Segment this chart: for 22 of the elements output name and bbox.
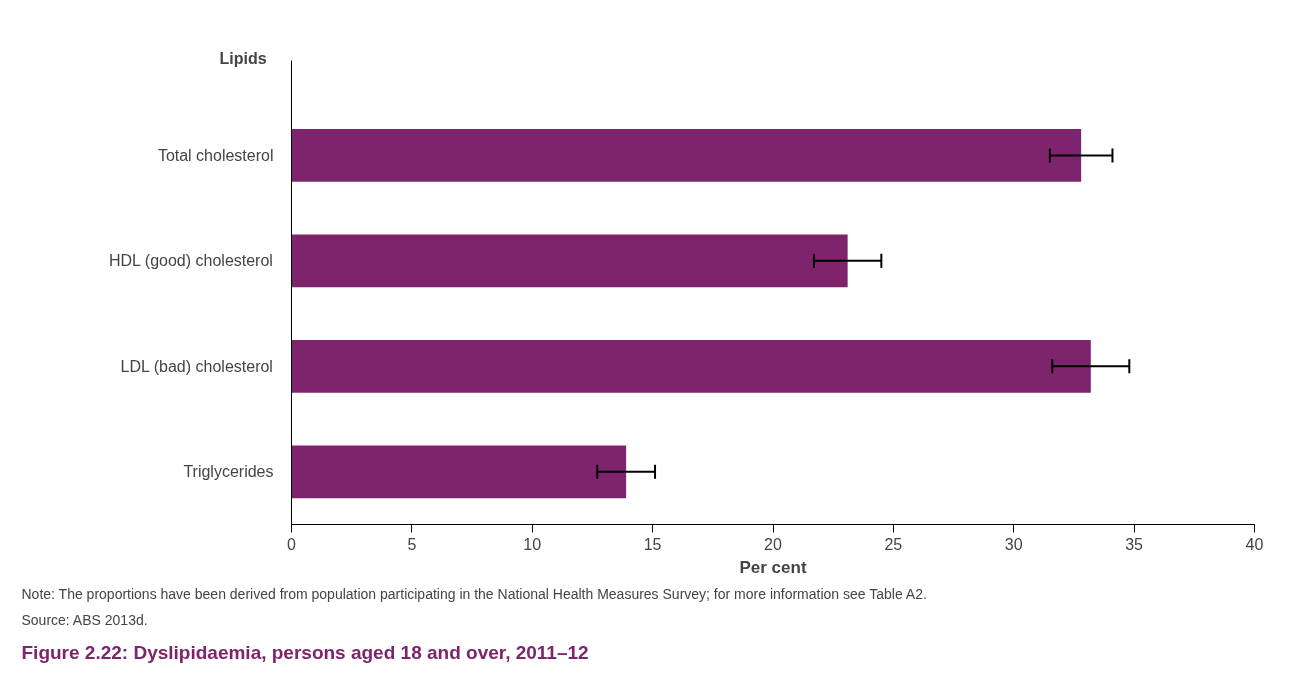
bar xyxy=(291,339,1091,393)
text: Note: The proportions have been derived from population participating in the National Health Measures Survey; for more information see Table A2. xyxy=(21,585,927,602)
x-tick-label: 20 xyxy=(764,535,782,553)
bar xyxy=(291,234,848,288)
y-tick-label: Total cholesterol xyxy=(157,146,274,164)
bar xyxy=(291,129,1082,182)
y-tick-label: HDL (good) cholesterol xyxy=(108,252,273,270)
x-tick-label: 35 xyxy=(1125,535,1144,553)
x-tick-label: 0 xyxy=(287,535,297,553)
x-axis-title: Per cent xyxy=(739,557,807,577)
x-tick-label: 40 xyxy=(1245,535,1264,553)
x-tick-label: 30 xyxy=(1004,535,1023,553)
x-tick-label: 15 xyxy=(643,535,662,553)
x-tick-label: 25 xyxy=(884,535,903,553)
x-tick-label: 10 xyxy=(523,535,542,553)
x-tick-label: 5 xyxy=(407,535,417,553)
text: Figure 2.22: Dyslipidaemia, persons aged 18 and over, 2011–12 xyxy=(21,641,589,663)
y-tick-label: LDL (bad) cholesterol xyxy=(120,357,273,375)
source-note: Source: ABS 2013d. xyxy=(21,611,148,628)
bar xyxy=(291,445,627,499)
y-axis-title: Lipids xyxy=(219,49,267,67)
y-tick-label: Triglycerides xyxy=(183,463,274,481)
